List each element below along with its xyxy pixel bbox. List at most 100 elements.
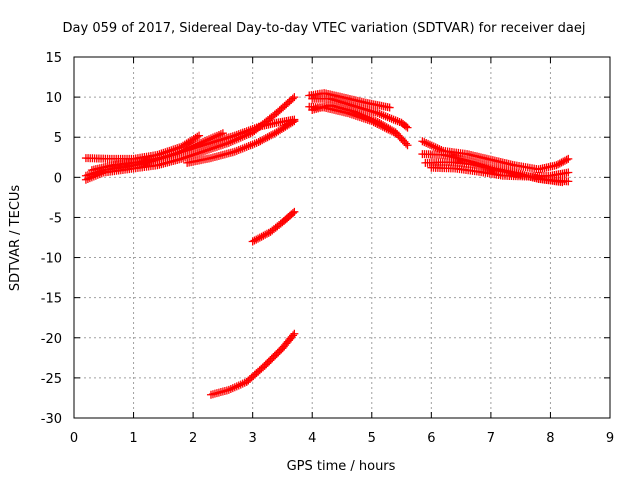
y-tick-label: -10 <box>41 252 62 267</box>
y-tick-label: 15 <box>45 51 62 66</box>
data-point <box>562 155 571 164</box>
data-point <box>252 235 261 244</box>
x-tick-label: 6 <box>427 431 435 446</box>
data-point <box>564 154 573 163</box>
x-tick-label: 5 <box>368 431 376 446</box>
data-point <box>290 329 299 338</box>
series-arc-9 <box>308 94 412 132</box>
data-point <box>230 131 239 140</box>
data-point <box>259 135 268 144</box>
data-point <box>425 140 434 149</box>
data-point <box>290 207 299 216</box>
data-point <box>195 131 204 140</box>
data-point <box>250 139 259 148</box>
data-point <box>361 115 370 124</box>
data-point <box>564 177 573 186</box>
data-point <box>268 130 277 139</box>
data-point <box>254 138 263 147</box>
data-point <box>555 159 564 168</box>
data-point <box>378 122 387 131</box>
data-point <box>375 109 384 118</box>
data-point <box>252 123 261 132</box>
data-point <box>250 236 259 245</box>
x-axis-label: GPS time / hours <box>287 459 396 474</box>
data-point <box>232 130 241 139</box>
data-point <box>384 125 393 134</box>
data-point <box>351 111 360 120</box>
data-point <box>261 230 270 239</box>
chart-title: Day 059 of 2017, Sidereal Day-to-day VTE… <box>63 21 586 36</box>
x-tick-label: 8 <box>546 431 554 446</box>
data-point <box>402 139 411 148</box>
data-point <box>236 129 245 138</box>
data-point <box>236 145 245 154</box>
data-point <box>234 146 243 155</box>
data-point <box>87 173 96 182</box>
data-point <box>238 144 247 153</box>
data-point <box>418 137 427 146</box>
data-point <box>246 125 255 134</box>
data-point <box>386 126 395 135</box>
data-point <box>373 119 382 128</box>
data-point <box>393 117 402 126</box>
series-arc-15 <box>427 163 573 181</box>
x-tick-labels: 0 1 2 3 4 5 6 7 8 9 <box>70 431 614 446</box>
data-point <box>258 136 267 145</box>
data-point <box>193 132 202 141</box>
data-point <box>252 138 261 147</box>
data-series <box>81 89 573 399</box>
x-tick-label: 4 <box>308 431 316 446</box>
series-arc-5 <box>183 117 299 167</box>
data-point <box>427 141 436 150</box>
data-point <box>238 379 247 388</box>
data-point <box>353 112 362 121</box>
data-point <box>424 139 433 148</box>
x-tick-label: 7 <box>487 431 495 446</box>
series-arc-4 <box>87 115 299 175</box>
series-arc-11 <box>305 102 400 138</box>
data-point <box>288 209 297 218</box>
data-point <box>389 128 398 137</box>
data-point <box>554 160 563 169</box>
x-tick-label: 1 <box>129 431 137 446</box>
data-point <box>265 132 274 141</box>
data-point <box>262 229 271 238</box>
data-point <box>228 384 237 393</box>
series-arc-7 <box>206 329 299 399</box>
data-point <box>564 168 573 177</box>
data-point <box>232 146 241 155</box>
y-tick-label: -30 <box>41 412 62 427</box>
data-point <box>347 110 356 119</box>
data-point <box>557 158 566 167</box>
data-point <box>355 113 364 122</box>
data-point <box>403 141 412 150</box>
data-point <box>422 138 431 147</box>
data-point <box>420 138 429 147</box>
data-point <box>244 142 253 151</box>
data-point <box>373 109 382 118</box>
data-point <box>263 133 272 142</box>
data-point <box>179 154 188 163</box>
data-point <box>259 231 268 240</box>
data-point <box>289 331 298 340</box>
x-tick-label: 9 <box>606 431 614 446</box>
data-point <box>181 153 190 162</box>
data-point <box>177 154 186 163</box>
data-point <box>238 128 247 137</box>
data-point <box>395 117 404 126</box>
data-point <box>559 157 568 166</box>
data-point <box>402 122 411 131</box>
data-point <box>230 147 239 156</box>
data-point <box>224 385 233 394</box>
data-point <box>261 134 270 143</box>
series-arc-12 <box>418 137 573 174</box>
data-point <box>363 115 372 124</box>
data-point <box>375 120 384 129</box>
data-point <box>83 174 92 183</box>
data-point <box>429 142 438 151</box>
data-point <box>226 385 235 394</box>
data-point <box>250 124 259 133</box>
data-point <box>256 137 265 146</box>
data-point <box>240 127 249 136</box>
data-point <box>369 118 378 127</box>
